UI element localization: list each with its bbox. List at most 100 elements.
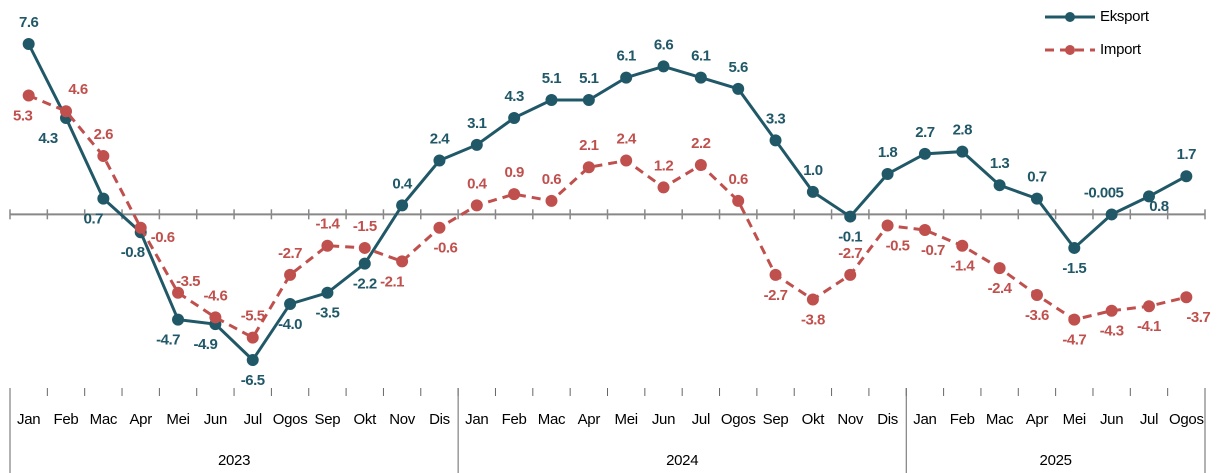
data-label: -4.7 — [156, 332, 180, 349]
data-label: 1.3 — [990, 155, 1010, 172]
data-label: 5.1 — [542, 70, 562, 87]
series-point — [433, 221, 446, 234]
data-label: 1.7 — [1177, 146, 1197, 163]
data-label: 2.7 — [915, 124, 935, 141]
data-label: -3.5 — [176, 273, 200, 290]
series-point — [508, 111, 521, 124]
data-label: -0.005 — [1084, 184, 1124, 201]
data-label: 5.6 — [729, 59, 749, 76]
series-point — [358, 257, 371, 270]
series-point — [844, 210, 857, 223]
data-label: -1.4 — [315, 216, 340, 233]
data-label: -0.6 — [151, 229, 175, 246]
x-tick-label: Jun — [204, 411, 227, 428]
data-label: -2.7 — [764, 287, 788, 304]
series-point — [806, 293, 819, 306]
series-point — [246, 331, 259, 344]
series-point — [22, 89, 35, 102]
x-tick-label: Nov — [837, 411, 864, 428]
data-label: -3.8 — [801, 311, 825, 328]
data-label: 1.2 — [654, 157, 674, 174]
series-point — [993, 179, 1006, 192]
series-line — [28, 94, 1187, 340]
series-point — [321, 286, 334, 299]
x-tick-label: Feb — [950, 411, 975, 428]
series-point — [620, 154, 633, 167]
data-label: -2.7 — [278, 245, 302, 262]
data-label: -4.3 — [1100, 323, 1124, 340]
x-tick-label: Feb — [502, 411, 527, 428]
legend-label: Import — [1100, 41, 1142, 58]
data-label: -0.6 — [434, 240, 458, 257]
series-point — [396, 199, 409, 212]
data-label: 2.2 — [691, 135, 711, 152]
data-label: 0.9 — [504, 164, 524, 181]
series-point — [582, 161, 595, 174]
data-label: 7.6 — [19, 14, 39, 31]
x-tick-label: Mei — [615, 411, 638, 428]
series-point — [134, 221, 147, 234]
series-point — [97, 192, 110, 205]
series-point — [956, 239, 969, 252]
x-tick-label: Jul — [1140, 411, 1158, 428]
data-label: -4.6 — [203, 287, 227, 304]
x-tick-label: Mac — [538, 411, 566, 428]
series-line — [27, 43, 1188, 363]
series-point — [545, 94, 558, 107]
data-label: 5.1 — [579, 70, 599, 87]
data-label: 1.0 — [803, 162, 823, 179]
data-label: -2.1 — [380, 273, 404, 290]
series-point — [470, 138, 483, 151]
series-point — [657, 60, 670, 73]
x-tick-label: Mac — [986, 411, 1014, 428]
data-label: -3.6 — [1025, 307, 1049, 324]
series-point — [918, 224, 931, 237]
x-tick-label: Mac — [90, 411, 118, 428]
series-point — [582, 94, 595, 107]
x-tick-label: Apr — [129, 411, 152, 428]
data-label: 0.4 — [392, 175, 413, 192]
series-point — [545, 194, 558, 207]
series-point — [1105, 208, 1118, 221]
series-point — [881, 219, 894, 232]
x-tick-label: Jan — [17, 411, 40, 428]
series-point — [956, 145, 969, 158]
x-tick-label: Sep — [763, 411, 789, 428]
data-label: -0.1 — [838, 229, 862, 246]
data-label: -2.2 — [353, 276, 377, 293]
x-tick-label: Jul — [692, 411, 710, 428]
series-point — [246, 354, 259, 366]
data-label: 2.1 — [579, 137, 599, 154]
data-label: 0.4 — [467, 175, 488, 192]
series-point — [60, 105, 73, 118]
x-tick-label: Sep — [315, 411, 341, 428]
data-label: -3.7 — [1186, 309, 1210, 326]
data-label: -4.7 — [1062, 332, 1086, 349]
series-point — [172, 286, 185, 299]
x-tick-label: Jun — [1100, 411, 1123, 428]
series-point — [806, 185, 819, 198]
x-tick-label: Jan — [913, 411, 936, 428]
series-point — [470, 199, 483, 212]
data-label: 5.3 — [13, 108, 33, 125]
data-label: -2.4 — [988, 280, 1013, 297]
series-point — [769, 134, 782, 147]
data-label: -3.5 — [315, 305, 339, 322]
series-point — [433, 154, 446, 167]
x-tick-label: Mei — [1063, 411, 1086, 428]
series-point — [508, 188, 521, 201]
data-label: 0.6 — [542, 171, 562, 188]
series-point — [284, 268, 297, 281]
series-point — [1142, 190, 1155, 203]
x-tick-label: Ogos — [721, 411, 756, 428]
x-tick-label: Ogos — [1169, 411, 1204, 428]
series-point — [358, 241, 371, 254]
data-label: -2.7 — [838, 245, 862, 262]
series-point — [1068, 241, 1081, 254]
data-label: 0.7 — [1027, 169, 1047, 186]
data-label: -0.5 — [886, 238, 910, 255]
x-tick-label: Jul — [244, 411, 262, 428]
series-point — [732, 82, 745, 95]
series-point — [209, 311, 222, 324]
data-label: 3.3 — [766, 110, 786, 127]
